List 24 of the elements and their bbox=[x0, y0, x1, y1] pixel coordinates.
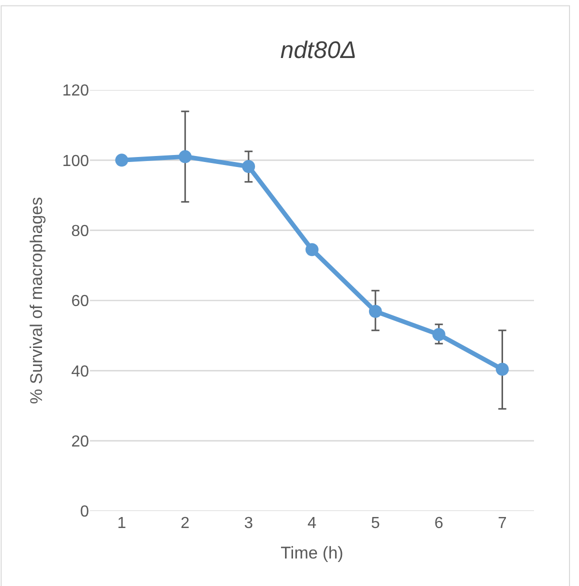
y-tick-label: 100 bbox=[62, 152, 90, 170]
point bbox=[115, 154, 128, 167]
point bbox=[242, 160, 256, 173]
y-tick-label: 60 bbox=[71, 293, 90, 310]
x-axis-title: Time (h) bbox=[280, 543, 344, 562]
x-tick-label: 3 bbox=[244, 515, 254, 532]
point bbox=[306, 243, 318, 256]
y-tick-label: 0 bbox=[80, 504, 90, 521]
x-tick-label: 2 bbox=[180, 515, 190, 532]
point bbox=[178, 150, 192, 164]
y-tick-label: 120 bbox=[62, 82, 90, 100]
point bbox=[432, 328, 446, 342]
y-axis-title: % Survival of macrophages bbox=[26, 197, 46, 404]
point bbox=[496, 362, 509, 376]
y-tick-label: 20 bbox=[71, 433, 90, 450]
x-tick-label: 4 bbox=[308, 515, 317, 532]
chart-title: ndt80Δ bbox=[280, 36, 357, 64]
x-tick-label: 5 bbox=[370, 515, 380, 532]
y-tick-label: 40 bbox=[71, 363, 90, 380]
x-tick-label: 1 bbox=[117, 515, 126, 532]
x-tick-label: 6 bbox=[434, 515, 444, 532]
x-tick-label: 7 bbox=[498, 515, 507, 532]
y-tick-label: 80 bbox=[71, 222, 90, 240]
point bbox=[368, 304, 382, 318]
